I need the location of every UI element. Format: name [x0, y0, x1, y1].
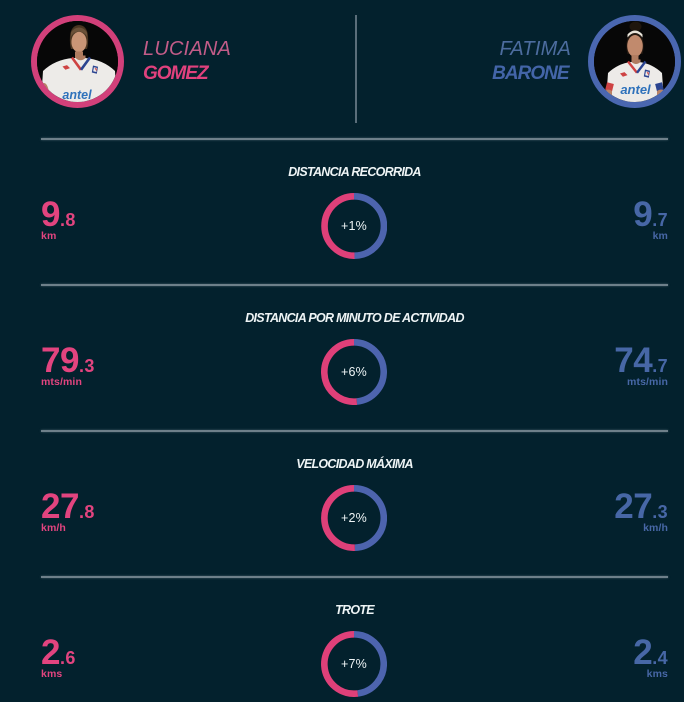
svg-text:antel: antel [620, 82, 651, 97]
svg-text:antel: antel [62, 88, 92, 102]
